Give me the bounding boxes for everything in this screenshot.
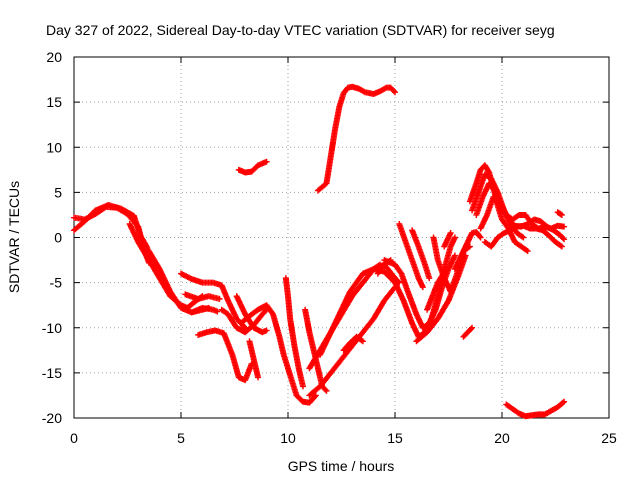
data-point-marker — [559, 235, 566, 242]
series-s31 — [460, 324, 476, 340]
data-point-marker — [426, 275, 433, 282]
data-point-marker — [392, 89, 398, 96]
y-axis-label: SDTVAR / TECUs — [6, 181, 22, 293]
data-point-marker — [451, 234, 458, 241]
series-s24 — [396, 220, 426, 291]
data-point-marker — [360, 88, 367, 95]
y-tick-label: -20 — [42, 410, 62, 426]
series-s23 — [374, 257, 394, 277]
data-marks — [71, 83, 568, 420]
series-s20 — [314, 83, 398, 194]
series-s8 — [195, 327, 255, 384]
data-point-marker — [323, 387, 330, 394]
y-tick-label: 10 — [46, 139, 62, 155]
series-s18 — [317, 261, 403, 358]
data-point-marker — [558, 211, 565, 218]
series-s2 — [71, 202, 155, 264]
series-s5 — [178, 270, 249, 331]
data-point-marker — [419, 284, 426, 291]
y-tick-label: 20 — [46, 49, 62, 65]
chart-title: Day 327 of 2022, Sidereal Day-to-day VTE… — [46, 22, 555, 38]
data-point-marker — [561, 398, 568, 405]
x-tick-label: 20 — [494, 430, 510, 446]
data-point-marker — [386, 257, 393, 264]
data-point-marker — [451, 252, 458, 259]
series-s28 — [430, 234, 473, 295]
data-point-marker — [443, 266, 450, 273]
data-point-marker — [477, 234, 484, 241]
x-tick-label: 10 — [280, 430, 296, 446]
series-s36 — [481, 222, 565, 250]
series-s25 — [409, 227, 433, 282]
data-point-marker — [299, 383, 306, 390]
y-tick-label: -10 — [42, 320, 62, 336]
series-s35 — [477, 193, 568, 232]
y-tick-label: 15 — [46, 94, 62, 110]
x-tick-label: 0 — [70, 430, 78, 446]
data-point-marker — [359, 338, 366, 345]
data-point-marker — [447, 229, 454, 236]
data-point-marker — [558, 243, 565, 250]
data-point-marker — [263, 327, 270, 334]
x-tick-label: 15 — [387, 430, 403, 446]
series-s9 — [246, 338, 262, 381]
data-point-marker — [561, 223, 568, 230]
data-point-marker — [216, 295, 223, 302]
data-point-marker — [358, 337, 365, 344]
series-s6 — [182, 291, 223, 302]
data-point-marker — [390, 88, 397, 95]
data-point-marker — [519, 233, 526, 240]
data-point-marker — [312, 392, 319, 399]
data-point-marker — [311, 393, 318, 400]
series-s30 — [441, 229, 454, 250]
data-point-marker — [322, 386, 329, 393]
y-tick-label: -15 — [42, 365, 62, 381]
y-tick-label: -5 — [50, 275, 63, 291]
series-s12 — [235, 158, 270, 176]
series-s38 — [503, 398, 568, 420]
axis-ticks: 0 5 10 15 20 25 -20 -15 -10 -5 0 5 10 15 20 — [42, 49, 617, 446]
data-point-marker — [467, 325, 474, 332]
data-point-marker — [214, 308, 221, 315]
y-tick-label: 0 — [54, 230, 62, 246]
data-point-marker — [561, 236, 568, 243]
x-tick-label: 5 — [177, 430, 185, 446]
x-tick-label: 25 — [601, 430, 617, 446]
data-point-marker — [524, 248, 531, 255]
series-s29 — [451, 229, 484, 273]
data-point-marker — [476, 233, 483, 240]
data-point-marker — [469, 324, 476, 331]
series-s19 — [340, 333, 366, 354]
data-point-marker — [255, 374, 262, 381]
data-point-marker — [557, 242, 564, 249]
series-s7 — [188, 304, 221, 316]
data-point-marker — [263, 158, 270, 165]
data-point-marker — [520, 234, 527, 241]
series-s13 — [237, 302, 319, 406]
y-tick-label: 5 — [54, 184, 62, 200]
data-point-marker — [559, 399, 566, 406]
data-point-marker — [382, 85, 389, 92]
series-s22 — [381, 252, 458, 331]
data-point-marker — [387, 257, 394, 264]
series-s14 — [282, 275, 306, 390]
series-s37 — [554, 209, 565, 218]
data-point-marker — [523, 247, 530, 254]
data-point-marker — [485, 168, 492, 175]
x-axis-label: GPS time / hours — [288, 458, 395, 474]
